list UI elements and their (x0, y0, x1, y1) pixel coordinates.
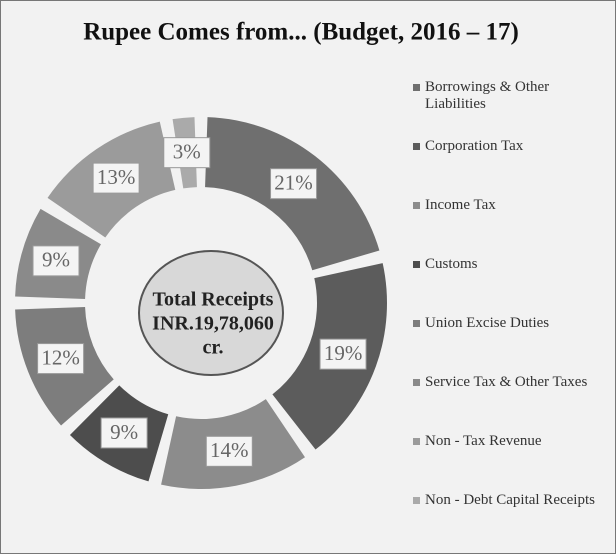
legend-item: Non - Tax Revenue (413, 433, 613, 492)
legend-item: Customs (413, 256, 613, 315)
data-label: 21% (274, 170, 313, 194)
legend-label: Borrowings & Other Liabilities (425, 79, 613, 113)
chart-title: Rupee Comes from... (Budget, 2016 – 17) (83, 19, 519, 46)
data-label: 14% (210, 438, 249, 462)
legend-label: Union Excise Duties (425, 315, 549, 332)
legend-label: Non - Debt Capital Receipts (425, 492, 595, 509)
legend-label: Non - Tax Revenue (425, 433, 542, 450)
legend-item: Income Tax (413, 197, 613, 256)
data-label: 9% (42, 248, 70, 272)
center-text: cr. (203, 337, 224, 359)
data-label: 19% (324, 341, 363, 365)
legend-item: Borrowings & Other Liabilities (413, 79, 613, 138)
legend-swatch (413, 261, 420, 268)
data-label: 12% (41, 345, 80, 369)
legend-item: Corporation Tax (413, 138, 613, 197)
legend-item: Non - Debt Capital Receipts (413, 492, 613, 551)
legend-label: Corporation Tax (425, 138, 523, 155)
center-text: INR.19,78,060 (152, 313, 274, 335)
legend-item: Service Tax & Other Taxes (413, 374, 613, 433)
legend-item: Union Excise Duties (413, 315, 613, 374)
data-label: 13% (97, 165, 136, 189)
data-label: 9% (110, 420, 138, 444)
legend-label: Income Tax (425, 197, 496, 214)
legend-label: Customs (425, 256, 478, 273)
legend-swatch (413, 497, 420, 504)
legend-swatch (413, 320, 420, 327)
legend-swatch (413, 379, 420, 386)
legend-swatch (413, 438, 420, 445)
legend-swatch (413, 202, 420, 209)
legend-swatch (413, 143, 420, 150)
legend-swatch (413, 84, 420, 91)
center-text: Total Receipts (153, 289, 274, 311)
legend: Borrowings & Other Liabilities Corporatio… (413, 79, 613, 551)
data-label: 3% (173, 139, 201, 163)
legend-label: Service Tax & Other Taxes (425, 374, 587, 391)
chart: Rupee Comes from... (Budget, 2016 – 17) … (0, 0, 616, 554)
